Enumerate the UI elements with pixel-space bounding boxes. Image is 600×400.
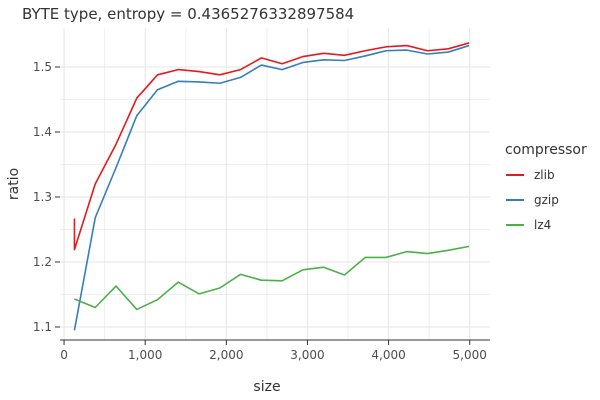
series-line-gzip [73,44,470,331]
series-line-lz4 [74,245,470,311]
y-tick-label: 1.3 [33,190,52,204]
y-tick-label: 1.2 [33,255,52,269]
series-lines [73,42,470,331]
x-axis-label: size [253,379,280,395]
y-axis-label: ratio [6,168,22,200]
y-tick-label: 1.4 [33,125,52,139]
x-tick-label: 3,000 [290,348,324,362]
series-line-zlib [73,42,470,251]
y-tick-label: 1.5 [33,60,52,74]
legend-label-lz4: lz4 [534,218,551,232]
grid [60,28,490,340]
y-tick-label: 1.1 [33,320,52,334]
x-tick-label: 2,000 [209,348,243,362]
x-tick-label: 5,000 [453,348,487,362]
legend: compressor zlib gzip lz4 [505,142,587,232]
chart-title: BYTE type, entropy = 0.4365276332897584 [22,5,354,23]
x-tick-label: 4,000 [371,348,405,362]
axes: 0 1,000 2,000 3,000 4,000 5,000 1.1 1.2 1.3 1.4 1.… [33,60,490,362]
x-tick-label: 1,000 [128,348,162,362]
legend-title: compressor [505,142,587,158]
legend-label-zlib: zlib [534,168,555,182]
legend-label-gzip: gzip [534,193,559,207]
x-tick-label: 0 [60,348,68,362]
